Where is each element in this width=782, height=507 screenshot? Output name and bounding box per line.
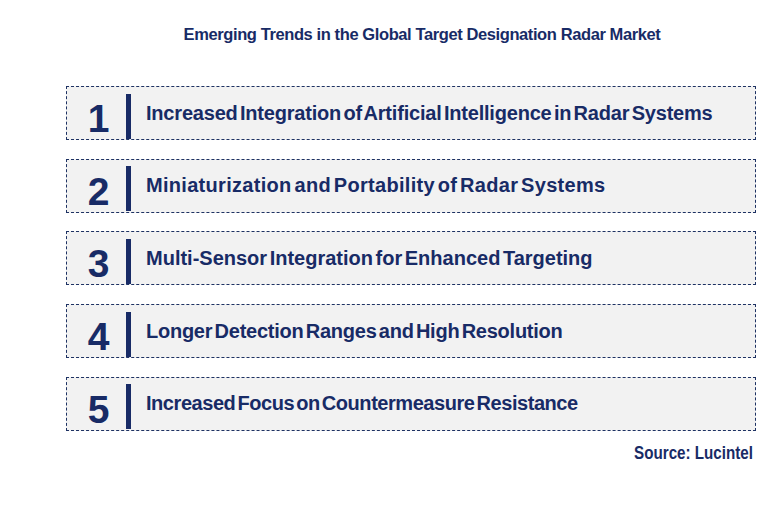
trend-label: Increased Focus on Countermeasure Resist…: [146, 392, 578, 415]
trend-row-1: 1 Increased Integration of Artificial Int…: [66, 86, 756, 140]
trend-row-5: 5 Increased Focus on Countermeasure Resis…: [66, 377, 756, 431]
trend-list: 1 Increased Integration of Artificial Int…: [66, 86, 756, 449]
trend-label: Miniaturization and Portability of Radar…: [146, 174, 605, 197]
divider-bar: [126, 94, 131, 139]
trend-number: 3: [67, 233, 126, 283]
trend-number: 4: [67, 306, 126, 356]
trend-number: 1: [67, 88, 126, 138]
trend-label: Longer Detection Ranges and High Resolut…: [146, 320, 563, 343]
page-title: Emerging Trends in the Global Target Des…: [0, 25, 782, 45]
divider-bar: [126, 166, 131, 211]
trend-label: Multi-Sensor Integration for Enhanced Ta…: [146, 247, 593, 270]
trend-row-2: 2 Miniaturization and Portability of Rada…: [66, 159, 756, 213]
divider-bar: [126, 384, 131, 429]
trend-label: Increased Integration of Artificial Inte…: [146, 102, 713, 125]
infographic-page: Emerging Trends in the Global Target Des…: [0, 0, 782, 507]
trend-number: 5: [67, 379, 126, 429]
divider-bar: [126, 239, 131, 284]
trend-number: 2: [67, 161, 126, 211]
source-credit: Source: Lucintel: [634, 442, 753, 464]
trend-row-3: 3 Multi-Sensor Integration for Enhanced T…: [66, 231, 756, 285]
trend-row-4: 4 Longer Detection Ranges and High Resolu…: [66, 304, 756, 358]
divider-bar: [126, 312, 131, 357]
